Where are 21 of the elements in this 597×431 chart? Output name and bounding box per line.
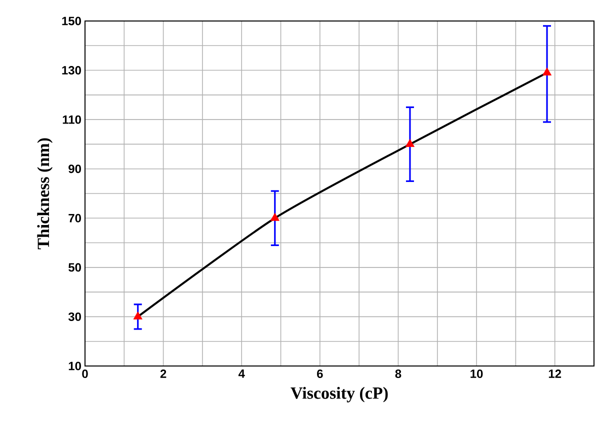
point	[270, 212, 280, 221]
x-tick-label: 4	[238, 370, 245, 378]
point	[542, 68, 552, 76]
y-tick-label: 10	[68, 362, 81, 370]
x-tick-label: 10	[470, 370, 483, 378]
y-tick-label: 130	[62, 66, 81, 75]
x-axis-title: Viscosity (cP)	[290, 386, 388, 402]
x-tick-label: 6	[317, 370, 323, 378]
x-tick-label: 8	[395, 370, 402, 378]
y-tick-label: 30	[68, 312, 81, 321]
y-tick-label: 50	[68, 263, 81, 272]
y-tick-label: 150	[62, 16, 81, 26]
y-axis-title: Thickness (nm)	[37, 138, 53, 250]
x-tick-label: 0	[82, 370, 88, 378]
point	[133, 312, 142, 320]
point	[405, 139, 415, 147]
x-tick-label: 2	[160, 370, 166, 378]
y-tick-label: 110	[62, 115, 81, 124]
y-tick-label: 90	[68, 164, 81, 174]
y-tick-label: 70	[68, 214, 81, 222]
x-tick-label: 12	[548, 370, 562, 378]
